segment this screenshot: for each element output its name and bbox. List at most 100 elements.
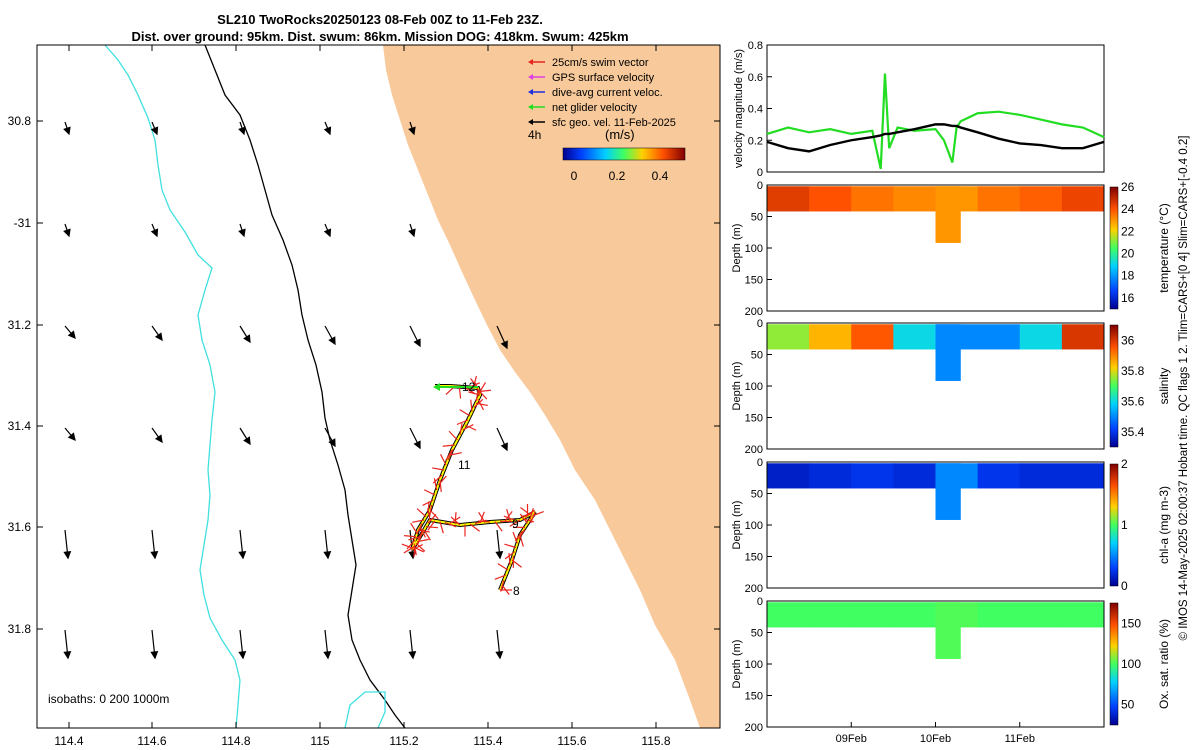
profile-data-cell (1061, 602, 1105, 628)
swim-vector (520, 512, 533, 518)
legend-swatch-head (528, 119, 533, 125)
profile-data-cell (767, 324, 810, 350)
profile-y-tick-label: 50 (751, 489, 763, 501)
date-tick-label: 11Feb (1005, 733, 1035, 745)
geostrophic-vector-head (495, 551, 504, 560)
geostrophic-vector-head (150, 228, 159, 238)
swim-vector (456, 419, 469, 426)
map-x-tick-label: 115.8 (641, 734, 670, 748)
land-mass (383, 45, 720, 728)
swim-vector (524, 509, 535, 518)
legend-entry: net glider velocity (552, 102, 637, 114)
profile-data-cell (977, 186, 1021, 212)
profile-colorbar-tick: 16 (1121, 291, 1135, 305)
geostrophic-vector-head (150, 126, 159, 136)
swim-vector (448, 430, 458, 441)
swim-vector (500, 579, 505, 592)
profile-data-cell (851, 463, 894, 489)
profile-data-cell (851, 186, 894, 212)
swim-vector (478, 389, 491, 393)
swim-vector (463, 386, 475, 394)
velocity-y-tick-label: 0.8 (748, 40, 763, 52)
swim-vector (468, 391, 481, 396)
profile-colorbar-tick: 50 (1121, 698, 1135, 712)
geostrophic-vector-head (238, 228, 246, 238)
profile-colorbar-tick: 150 (1121, 616, 1141, 630)
profile-data-cell (767, 463, 810, 489)
swim-vector (401, 543, 414, 549)
swim-vector (403, 535, 417, 538)
profile-data-cell (977, 324, 1021, 350)
swim-vector (518, 528, 526, 540)
profile-data-cell (1019, 602, 1063, 628)
profile-y-tick-label: 50 (751, 212, 763, 224)
speed-colorbar-tick: 0.2 (609, 169, 626, 183)
profile-y-tick-label: 150 (745, 552, 763, 564)
swim-vector (416, 523, 423, 535)
scale-label: 4h (528, 128, 541, 142)
swim-vector (475, 402, 488, 407)
geostrophic-vector-head (154, 332, 163, 342)
swim-vector (494, 521, 503, 532)
geostrophic-vector-head (495, 651, 504, 660)
profile-data-dip (935, 463, 961, 520)
profile-y-label: Depth (m) (731, 640, 743, 689)
swim-vector (410, 522, 418, 534)
swim-vector (427, 501, 430, 514)
geostrophic-vector-head (238, 126, 246, 136)
profile-y-tick-label: 200 (745, 444, 763, 456)
swim-vector (406, 539, 416, 550)
profile-colorbar-tick: 24 (1121, 202, 1135, 216)
profile-y-tick-label: 100 (745, 659, 763, 671)
profile-y-tick-label: 50 (751, 350, 763, 362)
profile-data-cell (893, 186, 936, 212)
profile-y-tick-label: 100 (745, 520, 763, 532)
map-x-tick-label: 114.6 (137, 734, 166, 748)
velocity-y-tick-label: 0.4 (748, 104, 763, 116)
profile-data-dip (935, 602, 961, 659)
legend-swatch-head (528, 59, 533, 65)
profile-colorbar (1109, 324, 1119, 448)
profile-data-cell (1019, 186, 1063, 212)
legend-swatch-head (528, 89, 533, 95)
velocity-y-tick-label: 0 (757, 167, 763, 179)
swim-vector (522, 518, 535, 523)
profile-y-tick-label: 150 (745, 275, 763, 287)
geostrophic-vector-head (408, 651, 417, 660)
legend-entry: GPS surface velocity (552, 72, 655, 84)
swim-vector (408, 536, 421, 541)
swim-vector (497, 563, 509, 571)
profile-colorbar-tick: 1 (1121, 518, 1128, 532)
profile-colorbar-tick: 0 (1121, 579, 1128, 593)
profile-data-cell (1061, 324, 1105, 350)
swim-vector (508, 552, 511, 566)
geostrophic-vector-head (63, 126, 71, 136)
map-y-tick-label: 31.8 (8, 622, 32, 636)
geostrophic-vector-head (500, 442, 508, 452)
geostrophic-vector-head (323, 551, 332, 560)
swim-vector (504, 551, 516, 560)
swim-vector (462, 424, 474, 431)
profile-colorbar-tick: 35.4 (1121, 425, 1145, 439)
map-y-tick-label: 31.2 (8, 318, 32, 332)
geostrophic-vector-head (413, 338, 421, 348)
map-x-tick-label: 115.6 (557, 734, 586, 748)
swim-vector (419, 526, 426, 538)
map-y-tick-label: 30.8 (8, 114, 32, 128)
velocity-y-label: velocity magnitude (m/s) (733, 49, 745, 168)
swim-vector (412, 519, 425, 523)
profile-y-tick-label: 200 (745, 306, 763, 318)
profile-data-cell (809, 602, 852, 628)
swim-vector (442, 444, 455, 447)
speed-colorbar-tick: 0.4 (652, 169, 669, 183)
velocity-y-tick-label: 0.6 (748, 72, 763, 84)
swim-vector (477, 398, 484, 411)
geostrophic-vector-head (150, 651, 159, 660)
profile-data-dip (935, 186, 961, 243)
profile-y-label: Depth (m) (731, 362, 743, 411)
profile-data-cell (1061, 463, 1105, 489)
profile-colorbar-tick: 35.6 (1121, 394, 1145, 408)
map-x-tick-label: 115.2 (389, 734, 418, 748)
swim-vector (439, 521, 444, 534)
